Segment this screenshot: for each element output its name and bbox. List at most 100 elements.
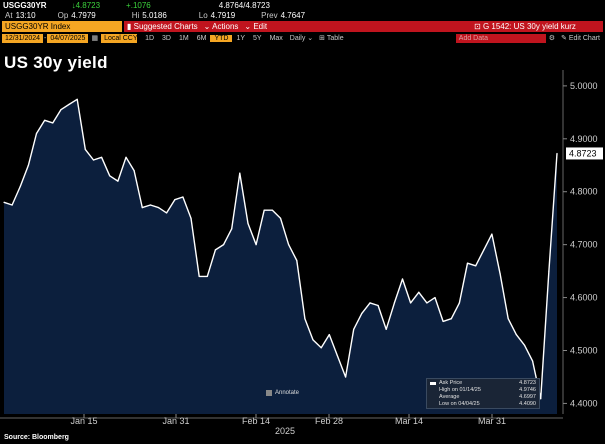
date-separator: -	[44, 34, 47, 42]
period-button-ytd[interactable]: YTD	[210, 34, 233, 42]
legend-average-label: Average	[439, 394, 460, 400]
data-point	[312, 339, 314, 341]
start-date-field[interactable]: 12/31/2024	[2, 33, 44, 43]
period-button-1m[interactable]: 1M	[178, 34, 189, 42]
down-arrow-icon: ↓	[71, 0, 76, 10]
security-field[interactable]: USGG30YR Index	[2, 21, 122, 32]
data-point	[133, 170, 135, 172]
data-point	[68, 103, 70, 105]
x-tick-label: Jan 15	[70, 416, 97, 426]
data-point	[304, 318, 306, 320]
data-point	[125, 156, 127, 158]
data-point	[239, 172, 241, 174]
open-value: 4.7979	[71, 10, 96, 20]
legend-low-value: 4.4090	[519, 401, 536, 407]
chevron-down-icon: ⌄	[244, 22, 254, 31]
period-button-5y[interactable]: 5Y	[253, 34, 262, 42]
edit-chart-label: Edit Chart	[568, 35, 600, 42]
chart-tab-label: G 1542: US 30y yield kurz	[482, 22, 576, 31]
data-point	[491, 233, 493, 235]
y-tick-label: 4.4000	[570, 398, 598, 408]
data-point	[198, 275, 200, 277]
chart-title: US 30y yield	[4, 53, 108, 72]
chart-icon: ⊡	[474, 22, 483, 31]
chevron-down-icon: ⌄	[203, 22, 213, 31]
frequency-select[interactable]: Daily ⌄	[289, 35, 314, 42]
quote-row-1: USGG30YR ↓4.8723 +.1076 4.8764/4.8723	[0, 0, 605, 10]
table-icon: ⊞	[319, 35, 327, 42]
data-point	[27, 164, 29, 166]
data-point	[141, 207, 143, 209]
period-button-1d[interactable]: 1D	[145, 34, 155, 42]
data-point	[11, 204, 13, 206]
suggested-charts-menu[interactable]: ▮ Suggested Charts	[124, 21, 201, 32]
bid-ask: 4.8764/4.8723	[218, 0, 270, 10]
legend-swatch	[430, 382, 436, 385]
period-button-1y[interactable]: 1Y	[236, 34, 245, 42]
table-label: Table	[326, 35, 344, 42]
data-point	[296, 259, 298, 262]
x-tick-label: Feb 28	[315, 416, 343, 426]
add-data-field[interactable]: Add Data	[455, 33, 546, 43]
yield-chart[interactable]: 5.0000 4.9000 4.8000 4.7000 4.6000 4.5000 4.40…	[0, 46, 605, 434]
y-tick-label: 4.6000	[570, 293, 598, 303]
period-button-max[interactable]: Max	[269, 34, 283, 42]
annotate-control[interactable]: Annotate	[266, 390, 299, 396]
end-date-field[interactable]: 04/07/2025	[47, 33, 89, 43]
legend-average-value: 4.6997	[519, 394, 536, 400]
legend-series-name: Ask Price	[439, 380, 463, 386]
table-button[interactable]: ⊞ Table	[316, 34, 346, 42]
last-price-value: 4.8723	[75, 0, 101, 10]
annotate-label: Annotate	[275, 390, 300, 396]
data-point	[410, 302, 412, 304]
data-point	[3, 201, 5, 203]
settings-icon[interactable]: ⚙	[548, 35, 556, 42]
prev-value: 4.7647	[280, 10, 306, 20]
legend-box: Ask Price 4.8723 High on 01/14/25 4.9746 A…	[426, 378, 540, 409]
chart-title-tab[interactable]: ⊡ G 1542: US 30y yield kurz	[471, 21, 603, 32]
y-axis: 5.0000 4.9000 4.8000 4.7000 4.6000 4.5000 4.40…	[562, 70, 603, 414]
ticker-symbol: USGG30YR	[3, 0, 47, 10]
y-tick-label: 4.9000	[570, 134, 598, 144]
data-point	[345, 376, 347, 378]
edit-chart-button[interactable]: ✎ Edit Chart	[558, 34, 603, 42]
legend-average-row: Average 4.6997	[430, 394, 536, 401]
data-point	[117, 180, 119, 182]
data-point	[442, 320, 444, 322]
data-point	[60, 109, 62, 111]
data-point	[19, 185, 21, 187]
calendar-icon[interactable]: ▦	[91, 35, 99, 42]
data-point	[190, 217, 192, 219]
bar-chart-icon: ▮	[127, 22, 134, 31]
currency-field[interactable]: Local CCY	[101, 33, 138, 43]
data-point	[214, 249, 216, 251]
frequency-label: Daily	[289, 35, 306, 42]
y-tick-label: 4.5000	[570, 345, 598, 355]
edit-label: Edit	[253, 22, 268, 31]
data-point	[466, 262, 469, 264]
data-point	[450, 318, 452, 320]
legend-high-label: High on 01/14/25	[439, 387, 481, 393]
actions-menu[interactable]: ⌄ Actions	[200, 21, 242, 32]
data-point	[523, 344, 526, 346]
data-point	[206, 275, 208, 277]
data-point	[247, 222, 249, 225]
edit-menu[interactable]: ⌄ Edit	[241, 21, 271, 32]
last-value-badge	[566, 147, 603, 160]
low-value: 4.7919	[210, 10, 236, 20]
data-point	[507, 318, 509, 320]
data-point	[279, 217, 282, 219]
period-button-6m[interactable]: 6M	[196, 34, 207, 42]
data-point	[157, 207, 160, 209]
quote-row-2: At 13:10 Op 4.7979 Hi 5.0186 Lo 4.7919 P…	[0, 10, 605, 20]
data-point	[426, 302, 428, 304]
y-tick-label: 5.0000	[570, 81, 598, 91]
data-point	[84, 148, 86, 150]
data-point	[255, 244, 257, 246]
data-point	[328, 334, 330, 336]
data-point	[182, 196, 184, 198]
x-tick-label: Feb 14	[242, 416, 270, 426]
period-button-3d[interactable]: 3D	[162, 34, 171, 42]
last-price: ↓4.8723	[69, 1, 103, 10]
data-point	[263, 209, 265, 211]
